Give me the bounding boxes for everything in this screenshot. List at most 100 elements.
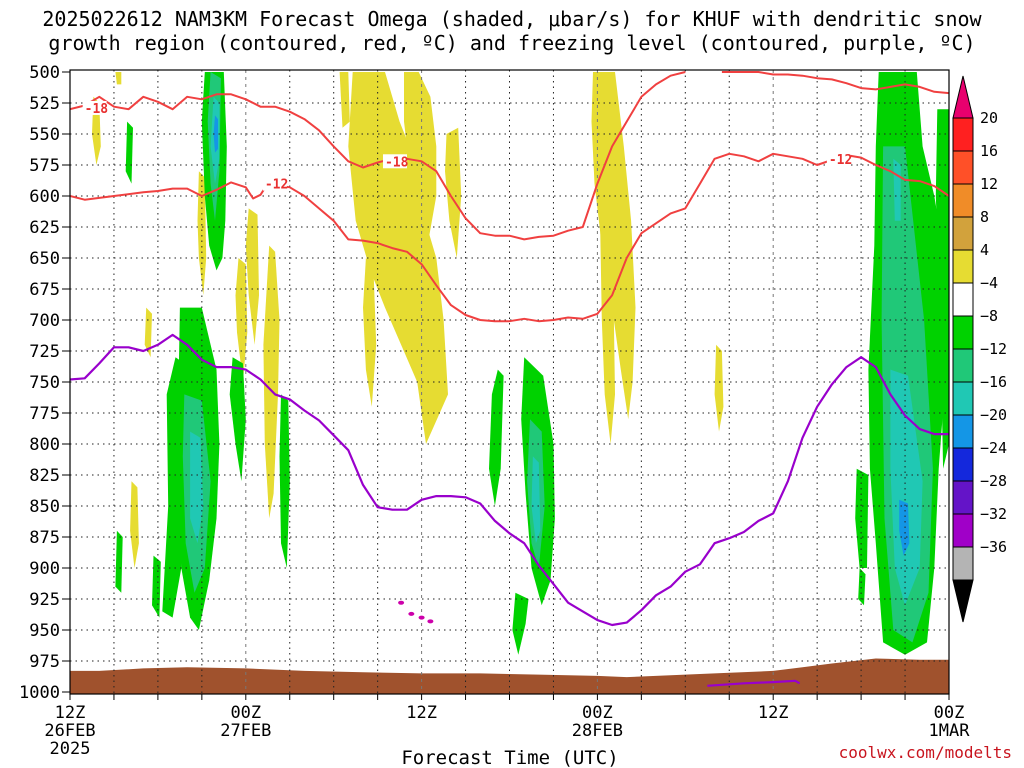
contour-label: -18 [385,155,409,170]
y-tick-label: 875 [29,528,60,548]
y-tick-label: 525 [29,94,60,114]
colorbar-label: −28 [980,472,1007,490]
contour-label-bg [262,176,287,191]
colorbar-label: −12 [980,340,1007,358]
contours: -18 -18 -12 -12 [70,71,949,687]
omega-region [190,431,204,544]
omega-region [115,72,122,85]
colorbar-label: −8 [980,307,998,325]
omega-region [512,592,529,655]
colorbar-bin [952,414,974,449]
y-tick-label: 550 [29,125,60,145]
omega-region [279,394,290,568]
x-tick-label: 12Z [406,703,437,723]
x-tick-label: 00Z [582,703,613,723]
omega-shading [92,72,949,655]
x-tick-label: 00Z [230,703,261,723]
x-tick-label: 26FEB [44,721,95,741]
freezing-level-dot [408,611,415,616]
isotherm-minus18-line [70,71,686,241]
x-tick-label: 12Z [758,703,789,723]
omega-region [339,72,350,128]
y-tick-label: 625 [29,218,60,238]
colorbar-bin [952,150,974,185]
x-tick-label: 27FEB [220,721,271,741]
y-tick-label: 725 [29,342,60,362]
freezing-level-dot [418,615,425,620]
omega-region [125,121,133,184]
isotherm-minus12-line [70,152,949,323]
y-tick-label: 800 [29,435,60,455]
colorbar-label: −36 [980,538,1007,556]
x-tick-label: 28FEB [572,721,623,741]
colorbar-bin [952,216,974,251]
y-tick-label: 700 [29,311,60,331]
omega-region [130,481,139,568]
colorbar-bin [952,117,974,152]
y-tick-label: 575 [29,156,60,176]
omega-region [263,245,280,519]
omega-region [890,369,923,606]
y-tick-label: 900 [29,559,60,579]
credit-text: coolwx.com/modelts [839,743,1012,762]
y-tick-label: 925 [29,590,60,610]
x-tick-label: 2025 [50,739,91,759]
contour-label: -12 [829,153,852,168]
omega-region [115,530,123,593]
colorbar-bin [952,513,974,548]
colorbar-label: −4 [980,274,998,292]
omega-region [489,369,504,506]
y-tick-label: 775 [29,404,60,424]
omega-region [600,146,617,444]
plot-area: -18 -18 -12 -12 [69,69,950,695]
freezing-level-line [70,333,949,627]
y-tick-label: 1000 [19,683,60,703]
y-tick-label: 750 [29,373,60,393]
omega-region [858,568,866,606]
y-tick-label: 825 [29,466,60,486]
colorbar: 20 16 12 8 4 −4 −8 −12 −16 −20 −24 −28 −32 −36 [952,75,1007,623]
colorbar-label: −24 [980,439,1007,457]
colorbar-label: 8 [980,208,989,226]
colorbar-label: 20 [980,109,998,127]
freezing-level-dot [427,619,434,624]
omega-region [899,499,910,556]
colorbar-label: −20 [980,406,1007,424]
y-tick-label: 600 [29,187,60,207]
colorbar-label: 4 [980,241,989,259]
x-axis-label: Forecast Time (UTC) [401,747,618,768]
contour-label-bg [826,151,851,166]
colorbar-bin [952,183,974,218]
omega-region [152,555,161,618]
colorbar-label: 12 [980,175,998,193]
colorbar-triangle-top [952,75,974,119]
omega-region [213,115,218,153]
y-tick-label: 500 [29,63,60,83]
y-tick-label: 850 [29,497,60,517]
omega-region [935,109,949,469]
colorbar-bin [952,546,974,581]
contour-label: -12 [265,178,288,193]
chart-title-line1: 2025022612 NAM3KM Forecast Omega (shaded… [42,7,982,31]
omega-region [531,456,541,544]
colorbar-bin [952,315,974,350]
omega-region [404,72,437,246]
colorbar-bin [952,249,974,284]
x-tick-label: 1MAR [929,721,971,741]
contour-label-bg [82,100,107,115]
omega-region [144,307,152,358]
colorbar-bin [952,348,974,383]
grid [70,70,949,694]
colorbar-label: −32 [980,505,1007,523]
omega-region [197,171,207,296]
omega-region [855,468,869,568]
isotherm-minus18-line [721,71,949,95]
omega-region [445,127,462,258]
y-axis: 500 525 550 575 600 625 650 675 700 725 750 775 800 8… [19,63,70,703]
freezing-level-line [707,679,801,687]
colorbar-bin [952,447,974,482]
y-tick-label: 950 [29,621,60,641]
